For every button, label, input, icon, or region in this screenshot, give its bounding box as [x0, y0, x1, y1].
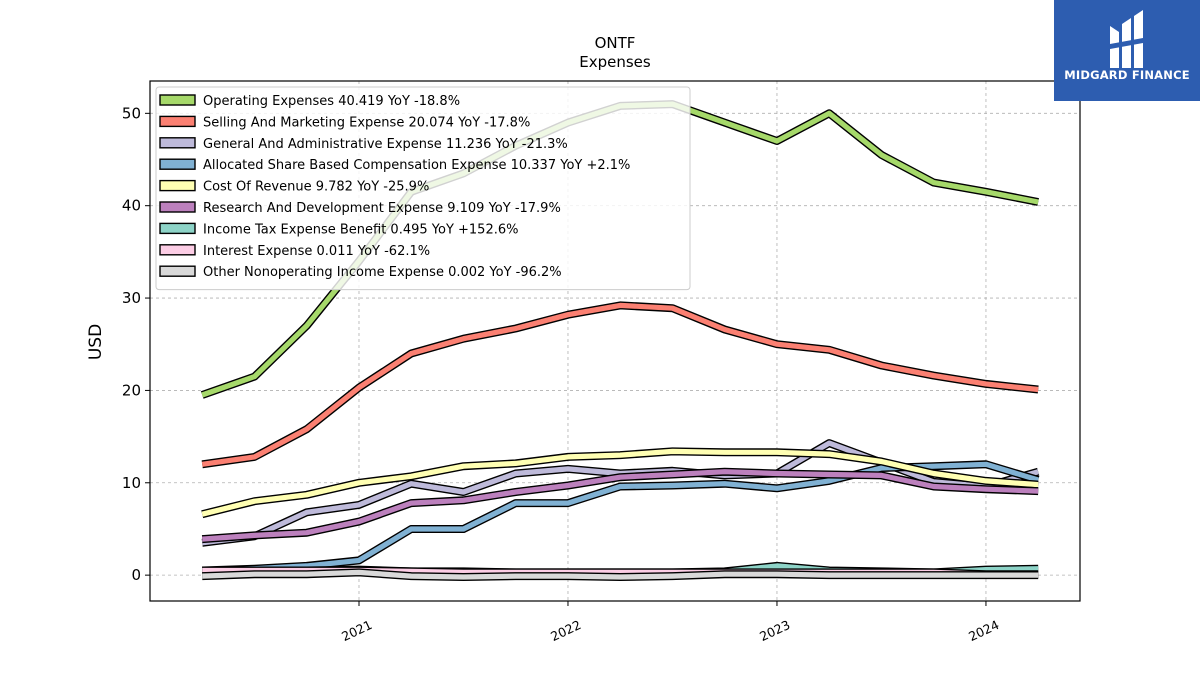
series-line	[201, 302, 1039, 467]
legend-item: Interest Expense 0.011 YoY -62.1%	[159, 244, 430, 259]
series-line	[201, 448, 1039, 517]
x-tick-label: 2021	[339, 617, 374, 644]
legend-label: Research And Development Expense 9.109 Y…	[203, 201, 561, 216]
legend-swatch	[159, 158, 196, 170]
legend-label: Operating Expenses 40.419 YoY -18.8%	[203, 94, 460, 109]
logo-text: MIDGARD FINANCE	[1064, 68, 1190, 82]
x-tick-label: 2022	[548, 617, 583, 644]
legend-item: Research And Development Expense 9.109 Y…	[159, 201, 561, 216]
legend-label: General And Administrative Expense 11.23…	[203, 137, 568, 152]
legend-label: Other Nonoperating Income Expense 0.002 …	[203, 265, 562, 280]
legend-item: Selling And Marketing Expense 20.074 YoY…	[159, 115, 530, 130]
series-lines	[200, 100, 1040, 581]
y-axis-label: USD	[86, 324, 106, 360]
y-tick-label: 50	[122, 104, 141, 122]
legend-item: Operating Expenses 40.419 YoY -18.8%	[159, 94, 460, 109]
legend-label: Allocated Share Based Compensation Expen…	[203, 158, 630, 173]
legend-swatch	[159, 137, 196, 149]
legend-label: Interest Expense 0.011 YoY -62.1%	[203, 244, 430, 259]
legend-item: Income Tax Expense Benefit 0.495 YoY +15…	[159, 222, 518, 237]
series-5	[201, 467, 1039, 544]
legend-swatch	[159, 115, 196, 128]
y-tick-label: 0	[131, 566, 141, 584]
chart-subtitle: Expenses	[579, 53, 651, 71]
legend: Operating Expenses 40.419 YoY -18.8% Sell…	[155, 86, 691, 291]
brand-logo: MIDGARD FINANCE	[1054, 0, 1200, 101]
legend-item: Other Nonoperating Income Expense 0.002 …	[159, 265, 562, 280]
series-1	[201, 301, 1039, 469]
midgard-logo-icon	[1110, 10, 1143, 68]
y-tick-label: 20	[122, 381, 141, 399]
legend-label: Income Tax Expense Benefit 0.495 YoY +15…	[203, 222, 518, 237]
x-tick-label: 2024	[966, 617, 1001, 644]
chart-title: ONTF	[595, 34, 636, 52]
legend-box	[155, 86, 691, 291]
legend-label: Cost Of Revenue 9.782 YoY -25.9%	[203, 180, 429, 195]
x-tick-label: 2023	[757, 617, 792, 644]
legend-item: Allocated Share Based Compensation Expen…	[159, 158, 630, 173]
legend-swatch	[159, 222, 196, 235]
legend-swatch	[159, 201, 196, 213]
y-tick-label: 40	[122, 197, 141, 215]
series-8	[202, 568, 1039, 581]
legend-item: General And Administrative Expense 11.23…	[159, 137, 568, 152]
legend-swatch	[159, 94, 196, 106]
y-tick-label: 10	[122, 474, 141, 492]
legend-label: Selling And Marketing Expense 20.074 YoY…	[203, 115, 530, 130]
legend-swatch	[159, 179, 196, 192]
legend-swatch	[159, 244, 196, 256]
y-tick-label: 30	[122, 289, 141, 307]
series-outline	[201, 301, 1039, 469]
legend-swatch	[159, 265, 196, 277]
series-line	[202, 569, 1039, 580]
legend-item: Cost Of Revenue 9.782 YoY -25.9%	[159, 179, 429, 195]
series-line	[202, 469, 1039, 542]
plot-frame	[149, 80, 1081, 602]
series-4	[201, 447, 1039, 519]
